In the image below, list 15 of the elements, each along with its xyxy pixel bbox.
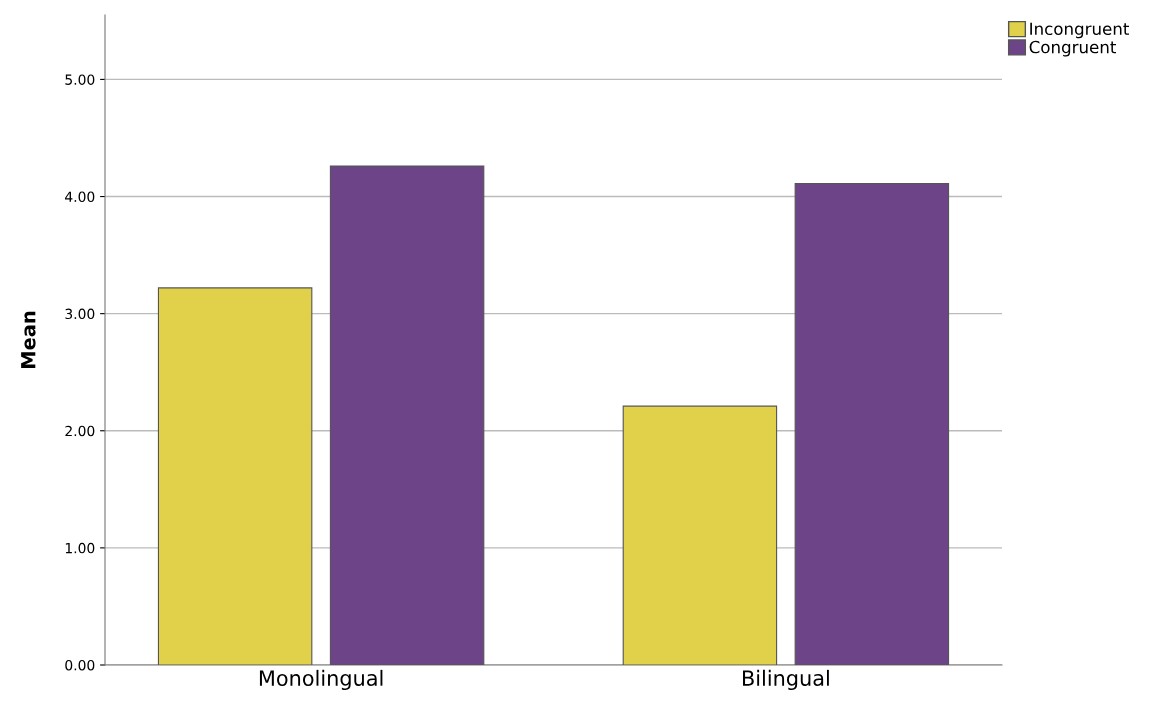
bar [157,287,313,665]
legend-label: Congruent [1029,40,1117,57]
legend-label: Incongruent [1030,22,1130,39]
y-tick-label: 5.00 [65,74,95,85]
y-tick-label: 2.00 [65,425,95,437]
y-tick-label: 0.00 [65,659,95,671]
bar [622,405,778,665]
y-tick-label: 3.00 [65,308,95,320]
bar [329,165,485,665]
y-tick-label: 4.00 [65,191,95,203]
bar [794,183,950,665]
y-axis-title: Mean [21,311,36,368]
x-tick-label: Monolingual [259,669,383,691]
y-tick-label: 1.00 [65,542,95,554]
x-tick-label: Bilingual [743,669,829,691]
